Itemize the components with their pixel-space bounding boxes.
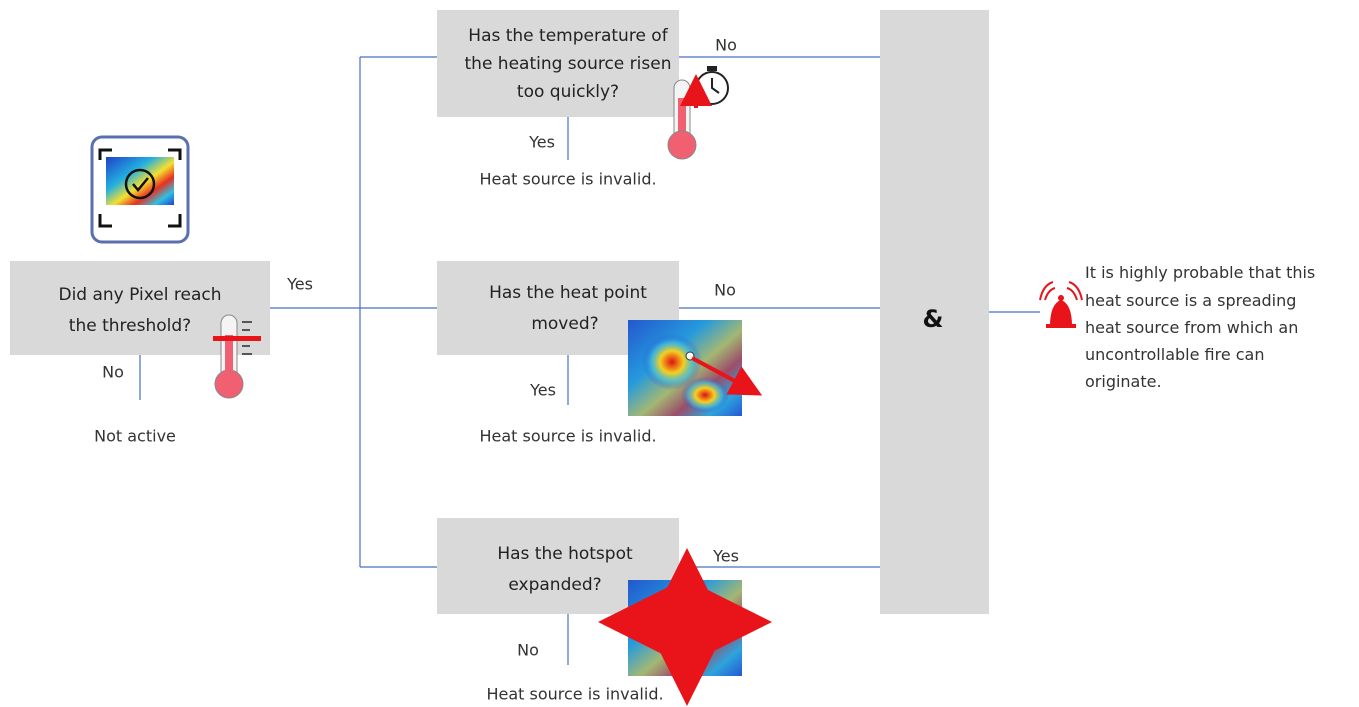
alarm-icon xyxy=(1040,282,1082,328)
branch-label: Yes xyxy=(712,547,739,566)
outcome-label: Heat source is invalid. xyxy=(486,685,663,704)
branch-label: No xyxy=(102,363,124,382)
thermal-image xyxy=(628,580,742,676)
and-gate-label: & xyxy=(923,305,944,333)
branch-label: No xyxy=(714,281,736,300)
outcome-label: Heat source is invalid. xyxy=(479,170,656,189)
branch-label: Yes xyxy=(286,275,313,294)
text-line: Has the hotspot xyxy=(497,544,633,564)
text-line: heat source from which an xyxy=(1085,318,1298,337)
text-line: Did any Pixel reach xyxy=(58,285,221,305)
branch-label: Yes xyxy=(528,133,555,152)
text-line: Has the heat point xyxy=(489,283,647,303)
text-line: originate. xyxy=(1085,372,1162,391)
thermal-image xyxy=(628,320,748,416)
text-line: moved? xyxy=(531,314,598,334)
camera-icon xyxy=(92,137,188,242)
branch-label: No xyxy=(517,641,539,660)
text-line: the threshold? xyxy=(69,316,191,336)
diagram: Did any Pixel reach the threshold? Yes No… xyxy=(0,0,1359,707)
text-line: expanded? xyxy=(508,575,601,595)
text-line: uncontrollable fire can xyxy=(1085,345,1265,364)
text-line: too quickly? xyxy=(517,82,619,102)
outcome-label: Not active xyxy=(94,427,176,446)
branch-label: No xyxy=(715,36,737,55)
text-line: the heating source risen xyxy=(465,54,672,74)
result-text: It is highly probable that this heat sour… xyxy=(1085,263,1315,391)
text-line: It is highly probable that this xyxy=(1085,263,1315,282)
branch-label: Yes xyxy=(529,381,556,400)
text-line: Has the temperature of xyxy=(468,26,668,46)
outcome-label: Heat source is invalid. xyxy=(479,427,656,446)
text-line: heat source is a spreading xyxy=(1085,291,1296,310)
